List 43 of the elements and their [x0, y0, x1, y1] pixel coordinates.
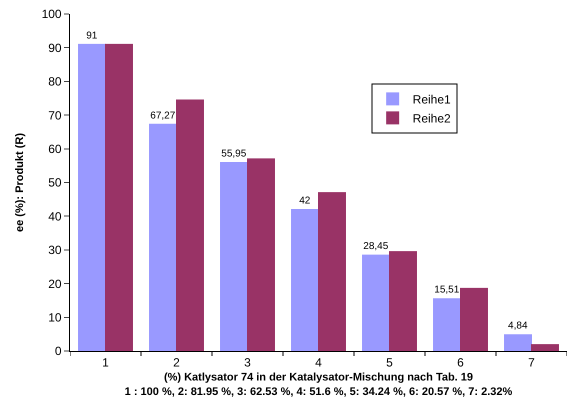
x-tick-label: 2	[173, 355, 180, 370]
x-tick-label: 7	[528, 355, 536, 370]
y-tick-label: 0	[54, 344, 62, 358]
y-tick-label: 50	[48, 176, 62, 190]
bar	[149, 124, 177, 351]
bar	[105, 44, 133, 351]
x-axis-title: (%) Katlysator 74 in der Katalysator-Mischung nach Tab. 19 1 : 100 %, 2: 81.95 %, 3: 62.53 %, 4: 51.6 %, 5: 34.24 %, 6: 20.57 %, 7: 2.32%	[124, 372, 513, 398]
bar	[220, 162, 248, 351]
y-tick-label: 10	[48, 310, 62, 324]
y-tick-label: 40	[48, 209, 62, 224]
bar	[504, 334, 532, 351]
y-tick-label: 70	[48, 108, 62, 122]
data-label: 55,95	[221, 148, 247, 160]
x-tick-label: 1	[102, 355, 110, 370]
y-tick-label: 30	[48, 243, 62, 258]
x-tick-label: 4	[315, 355, 322, 370]
x-tick-label: 3	[244, 355, 252, 370]
bar	[389, 251, 417, 351]
legend-label: Reihe1	[412, 92, 452, 107]
bar	[433, 298, 461, 351]
x-tick-label: 6	[457, 355, 464, 370]
bar	[362, 254, 390, 351]
data-label: 4,84	[508, 320, 528, 332]
y-tick-label: 80	[48, 74, 62, 89]
data-label: 67,27	[150, 110, 176, 122]
y-tick-label: 90	[48, 40, 62, 55]
bar	[531, 344, 559, 351]
data-label: 28,45	[363, 241, 389, 252]
y-tick-label: 100	[42, 7, 62, 22]
y-tick-label: 60	[48, 142, 62, 156]
data-label: 91	[86, 30, 98, 42]
y-axis-title: ee (%): Produkt (R)	[14, 132, 26, 232]
bar	[291, 208, 319, 351]
y-tick-label: 20	[48, 276, 62, 291]
data-label: 15,51	[434, 284, 460, 296]
x-tick-label: 5	[386, 355, 394, 370]
bar	[78, 44, 106, 351]
bar	[460, 288, 488, 351]
data-label: 42	[299, 195, 311, 206]
legend-label: Reihe2	[412, 112, 452, 126]
bar	[247, 158, 275, 351]
bar	[318, 192, 346, 351]
bar	[176, 99, 204, 351]
